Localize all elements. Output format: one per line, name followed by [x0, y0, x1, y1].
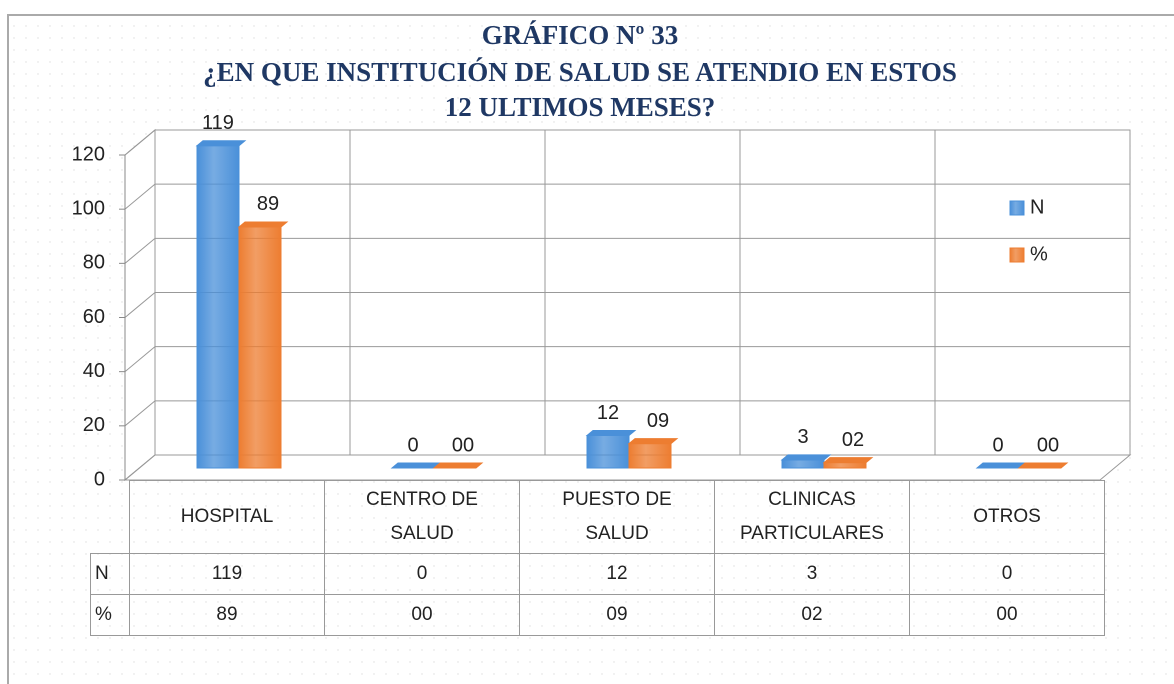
category-label: OTROS [909, 480, 1105, 554]
bar-top [780, 454, 832, 461]
category-label: HOSPITAL [129, 480, 325, 554]
bar [781, 459, 825, 469]
grid-line [124, 346, 1130, 373]
chart-title: ¿EN QUE INSTITUCIÓN DE SALUD SE ATENDIO … [203, 57, 957, 87]
table-value: 02 [714, 594, 910, 636]
bar [628, 443, 672, 469]
table-value: 12 [519, 553, 715, 595]
bar [586, 435, 630, 469]
bar-top [195, 140, 247, 147]
table-value: 89 [129, 594, 325, 636]
data-label: 119 [202, 112, 234, 134]
table-value: 0 [909, 553, 1105, 595]
legend-label: N [1030, 196, 1044, 218]
y-tick-label: 100 [72, 197, 105, 219]
data-label: 89 [257, 193, 279, 215]
data-table: HOSPITAL CENTRO DE SALUD PUESTO DE SALUD CL… [90, 480, 1105, 636]
table-value: 0 [324, 553, 520, 595]
legend-label: % [1030, 243, 1048, 265]
table-row: N 119 0 12 3 0 [90, 553, 1105, 595]
bar [823, 462, 867, 469]
grid-line [124, 292, 1130, 318]
bar-top [390, 462, 442, 469]
table-row: % 89 00 09 02 00 [90, 594, 1105, 636]
y-tick-label: 120 [72, 143, 105, 165]
bar-top [237, 221, 289, 228]
data-label: 09 [647, 410, 669, 432]
chart-title: GRÁFICO Nº 33 [482, 20, 678, 50]
legend-swatch [1009, 247, 1025, 263]
bar-top [585, 430, 637, 436]
y-tick-label: 20 [83, 414, 105, 436]
bar-top [627, 438, 679, 445]
data-label: 02 [842, 429, 864, 451]
category-label: PUESTO DE SALUD [519, 480, 715, 554]
table-corner [90, 480, 130, 554]
legend-swatch [1009, 200, 1025, 216]
table-value: 119 [129, 553, 325, 595]
table-row: HOSPITAL CENTRO DE SALUD PUESTO DE SALUD CL… [90, 480, 1105, 554]
chart-title: 12 ULTIMOS MESES? [445, 92, 716, 122]
y-tick-label: 60 [83, 306, 105, 328]
grid-line [124, 400, 1130, 427]
data-label: 00 [1037, 434, 1059, 456]
series-label: N [90, 553, 130, 595]
data-label: 0 [407, 434, 418, 456]
y-tick-label: 80 [83, 252, 105, 274]
category-label: CENTRO DE SALUD [324, 480, 520, 554]
bar-top [432, 462, 484, 469]
table-value: 3 [714, 553, 910, 595]
data-label: 3 [797, 426, 808, 448]
table-value: 00 [324, 594, 520, 636]
data-label: 00 [452, 434, 474, 456]
bar [238, 226, 282, 469]
category-label: CLINICAS PARTICULARES [714, 480, 910, 554]
grid-line [124, 183, 1130, 210]
y-tick-label: 40 [83, 360, 105, 382]
y-tick-label: 0 [94, 468, 105, 490]
bar-top [975, 462, 1027, 469]
bar-top [1017, 462, 1069, 469]
table-value: 00 [909, 594, 1105, 636]
table-value: 09 [519, 594, 715, 636]
bar [196, 145, 240, 469]
series-label: % [90, 594, 130, 636]
grid-line [124, 129, 1130, 156]
bar-top [822, 457, 874, 464]
grid-line [124, 237, 1130, 264]
data-label: 12 [597, 402, 619, 424]
data-label: 0 [992, 434, 1003, 456]
